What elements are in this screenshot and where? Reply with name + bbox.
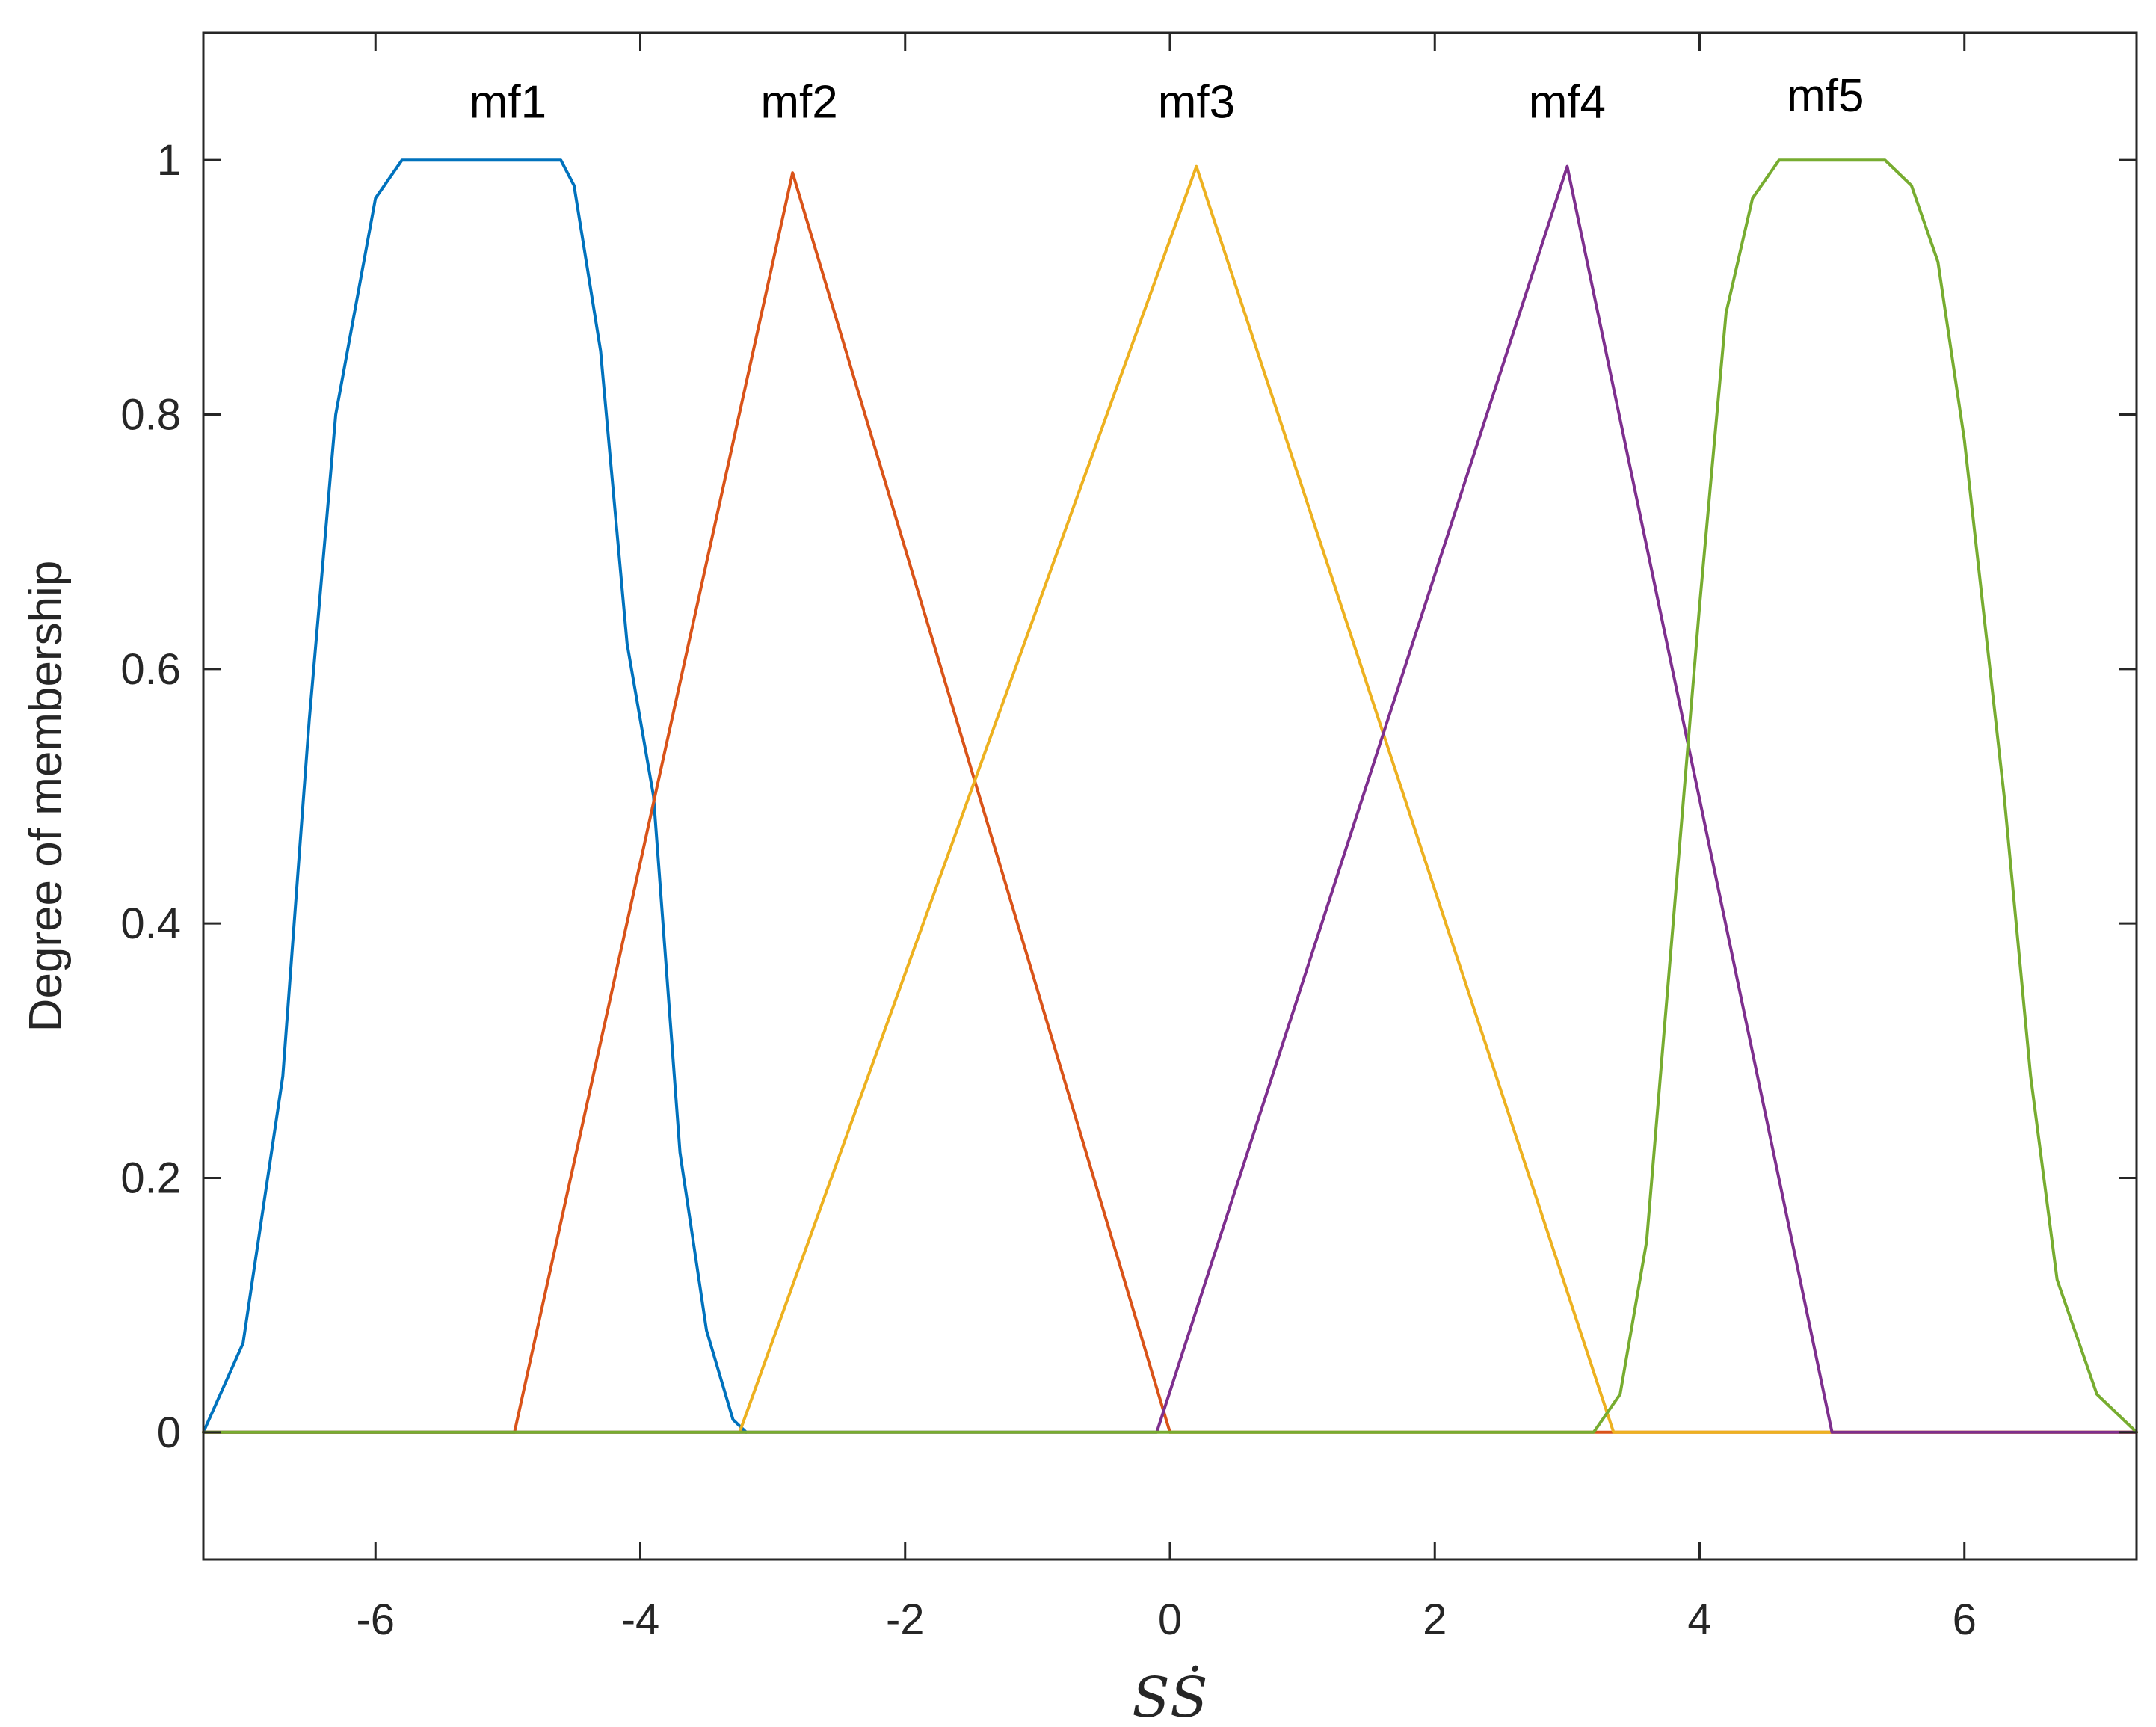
x-tick-label: -4 bbox=[621, 1595, 660, 1644]
x-tick-label: 6 bbox=[1953, 1595, 1977, 1644]
mf-label-mf1: mf1 bbox=[469, 77, 546, 129]
y-tick-label: 0.8 bbox=[120, 391, 181, 440]
y-tick-label: 0.6 bbox=[120, 645, 181, 694]
axes-layer bbox=[202, 31, 2138, 1561]
mf-label-mf5: mf5 bbox=[1787, 70, 1864, 122]
x-tick-label: -2 bbox=[886, 1595, 925, 1644]
series-line-mf5 bbox=[202, 158, 2138, 1434]
y-tick-label: 1 bbox=[157, 136, 181, 185]
series-layer bbox=[202, 158, 2138, 1434]
labels-layer: -6 -4 -2 0 2 4 6 0 0.2 0.4 0.6 0.8 1 Degree of member… bbox=[20, 70, 1977, 1727]
mf-label-mf4: mf4 bbox=[1529, 77, 1606, 129]
x-tick-label: 0 bbox=[1158, 1595, 1182, 1644]
x-tick-label: -6 bbox=[356, 1595, 395, 1644]
y-tick-label: 0.4 bbox=[120, 899, 181, 948]
x-tick-label: 4 bbox=[1687, 1595, 1711, 1644]
x-axis-label: SṠ bbox=[1132, 1664, 1207, 1727]
mf-label-mf3: mf3 bbox=[1158, 77, 1235, 129]
mf-label-mf2: mf2 bbox=[760, 77, 837, 129]
y-tick-label: 0.2 bbox=[120, 1154, 181, 1203]
x-tick-label: 2 bbox=[1423, 1595, 1447, 1644]
y-axis-label: Degree of membership bbox=[20, 561, 72, 1032]
y-tick-label: 0 bbox=[157, 1409, 181, 1457]
series-line-mf1 bbox=[202, 158, 748, 1434]
